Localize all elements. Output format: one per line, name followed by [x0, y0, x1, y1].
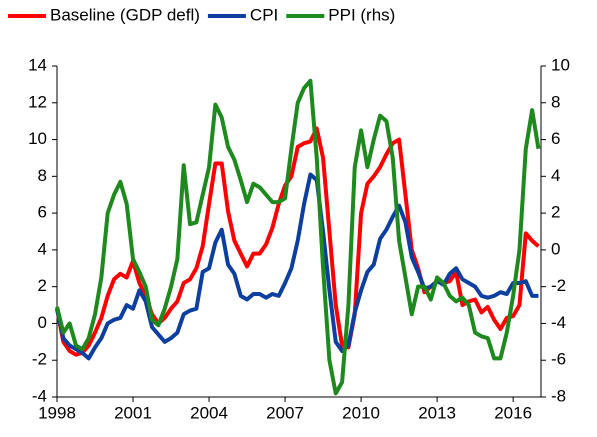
- series-line: [55, 172, 539, 361]
- y2-tick-label: 0: [551, 239, 560, 258]
- y2-tick-label: -4: [551, 313, 566, 332]
- y-tick-label: 10: [28, 129, 47, 148]
- y2-tick-label: 6: [551, 129, 560, 148]
- y-tick-label: 6: [38, 203, 47, 222]
- y2-tick-label: 2: [551, 203, 560, 222]
- y2-tick-label: 4: [551, 166, 560, 185]
- y-tick-label: 12: [28, 92, 47, 111]
- legend-label: PPI (rhs): [328, 5, 395, 24]
- y2-tick-label: 8: [551, 92, 560, 111]
- x-tick-label: 2010: [342, 403, 380, 422]
- x-tick-label: 2016: [494, 403, 532, 422]
- y2-tick-label: -6: [551, 350, 566, 369]
- y-tick-label: 14: [28, 55, 47, 74]
- series-line: [55, 126, 540, 357]
- y-tick-label: 2: [38, 276, 47, 295]
- x-tick-label: 1998: [38, 403, 76, 422]
- x-tick-label: 2013: [418, 403, 456, 422]
- y-tick-label: 0: [38, 313, 47, 332]
- legend-label: CPI: [250, 5, 278, 24]
- y2-tick-label: -8: [551, 386, 566, 405]
- legend-label: Baseline (GDP defl): [50, 5, 200, 24]
- x-tick-label: 2007: [266, 403, 304, 422]
- x-tick-label: 2001: [114, 403, 152, 422]
- y2-tick-label: -2: [551, 276, 566, 295]
- series-line: [55, 78, 541, 396]
- y-tick-label: 4: [38, 239, 47, 258]
- y2-tick-label: 10: [551, 55, 570, 74]
- x-tick-label: 2004: [190, 403, 228, 422]
- y-tick-label: -2: [32, 350, 47, 369]
- y-tick-label: -4: [32, 386, 47, 405]
- y-tick-label: 8: [38, 166, 47, 185]
